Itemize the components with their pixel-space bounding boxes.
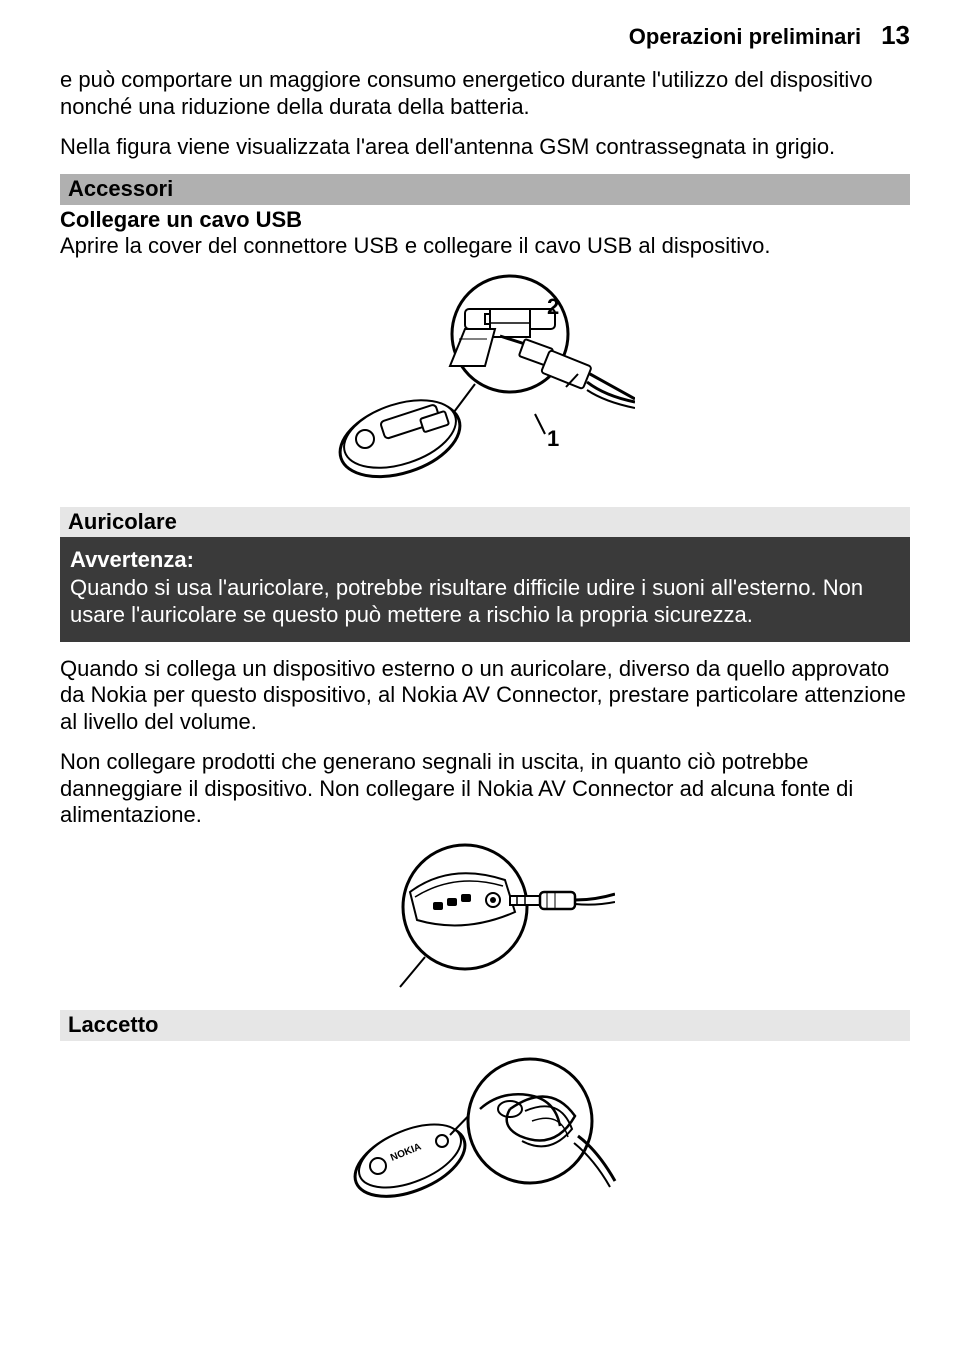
- page-number: 13: [881, 20, 910, 51]
- page-header: Operazioni preliminari 13: [60, 20, 910, 51]
- warning-text: Quando si usa l'auricolare, potrebbe ris…: [70, 575, 900, 628]
- callout-1: 1: [547, 426, 559, 451]
- header-title: Operazioni preliminari: [629, 24, 861, 50]
- body-paragraph-4: Non collegare prodotti che generano segn…: [60, 749, 910, 828]
- body-paragraph-3: Quando si collega un dispositivo esterno…: [60, 656, 910, 735]
- section-laccetto: Laccetto: [60, 1010, 910, 1040]
- section-auricolare: Auricolare: [60, 507, 910, 537]
- laccetto-illustration: NOKIA: [350, 1051, 620, 1206]
- callout-2: 2: [547, 294, 559, 319]
- headphone-illustration: [355, 842, 615, 992]
- figure-laccetto: NOKIA: [60, 1051, 910, 1206]
- figure-headphone: [60, 842, 910, 992]
- usb-illustration: 2 1: [335, 274, 635, 489]
- warning-box: Avvertenza: Quando si usa l'auricolare, …: [60, 537, 910, 642]
- warning-title: Avvertenza:: [70, 547, 900, 573]
- usb-text: Aprire la cover del connettore USB e col…: [60, 233, 910, 259]
- body-paragraph-1: e può comportare un maggiore consumo ene…: [60, 67, 910, 120]
- figure-usb: 2 1: [60, 274, 910, 489]
- section-accessori: Accessori: [60, 174, 910, 204]
- body-paragraph-2: Nella figura viene visualizzata l'area d…: [60, 134, 910, 160]
- subhead-usb: Collegare un cavo USB: [60, 205, 910, 233]
